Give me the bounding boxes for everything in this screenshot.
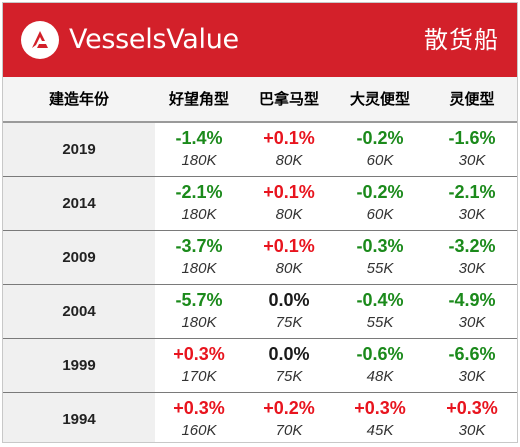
column-header-supramax: 大灵便型	[349, 90, 410, 108]
value-cell: -3.7% 180K	[155, 231, 243, 284]
column-header-handysize: 灵便型	[449, 90, 495, 108]
value-change: -2.1%	[175, 182, 223, 202]
value-change: +0.3%	[173, 344, 225, 364]
value-change: -1.6%	[448, 128, 496, 148]
vessel-size: 30K	[458, 422, 486, 439]
value-change: +0.1%	[263, 182, 315, 202]
vessel-size: 80K	[275, 206, 303, 223]
valuation-panel: VesselsValue 散货船 建造年份 好望角型 巴拿马型 大灵便型 灵便型…	[2, 2, 518, 443]
value-cell: -0.6% 48K	[335, 339, 425, 392]
vessel-size: 30K	[458, 314, 486, 331]
brand-name: VesselsValue	[69, 24, 239, 55]
vessel-size: 80K	[275, 260, 303, 277]
vessel-size: 75K	[275, 368, 303, 385]
build-year-cell: 2014	[3, 177, 155, 230]
vessel-size: 170K	[181, 368, 217, 385]
vessel-size: 180K	[181, 314, 217, 331]
table-row: 2004 -5.7% 180K 0.0% 75K -0.4% 55K -4.9%…	[3, 285, 517, 339]
valuation-table: 建造年份 好望角型 巴拿马型 大灵便型 灵便型 2019 -1.4% 180K …	[3, 77, 517, 442]
value-change: +0.1%	[263, 236, 315, 256]
value-cell: -3.2% 30K	[425, 231, 517, 284]
vessel-size: 30K	[458, 368, 486, 385]
value-change: -5.7%	[175, 290, 223, 310]
value-change: -3.7%	[175, 236, 223, 256]
build-year-cell: 1999	[3, 339, 155, 392]
vessel-size: 55K	[366, 260, 394, 277]
value-change: 0.0%	[268, 290, 310, 310]
value-cell: -0.2% 60K	[335, 177, 425, 230]
value-cell: -6.6% 30K	[425, 339, 517, 392]
value-cell: +0.3% 170K	[155, 339, 243, 392]
value-change: -1.4%	[175, 128, 223, 148]
vessel-size: 60K	[366, 152, 394, 169]
value-cell: +0.1% 80K	[243, 177, 335, 230]
vessel-size: 80K	[275, 152, 303, 169]
value-cell: 0.0% 75K	[243, 339, 335, 392]
build-year-cell: 2009	[3, 231, 155, 284]
value-cell: +0.1% 80K	[243, 123, 335, 176]
value-cell: +0.3% 160K	[155, 393, 243, 442]
value-change: +0.1%	[263, 128, 315, 148]
table-header-row: 建造年份 好望角型 巴拿马型 大灵便型 灵便型	[3, 77, 517, 123]
value-cell: +0.1% 80K	[243, 231, 335, 284]
column-header-build-year: 建造年份	[48, 90, 109, 108]
vessel-size: 60K	[366, 206, 394, 223]
value-change: -6.6%	[448, 344, 496, 364]
category-title: 散货船	[424, 26, 499, 54]
value-change: -0.6%	[356, 344, 404, 364]
column-header-panamax: 巴拿马型	[258, 90, 319, 108]
vesselsvalue-logo-icon	[21, 21, 59, 59]
vessel-size: 180K	[181, 260, 217, 277]
value-change: -2.1%	[448, 182, 496, 202]
value-cell: -4.9% 30K	[425, 285, 517, 338]
value-cell: +0.3% 30K	[425, 393, 517, 442]
header-bar: VesselsValue 散货船	[3, 3, 517, 77]
value-cell: -5.7% 180K	[155, 285, 243, 338]
table-row: 2009 -3.7% 180K +0.1% 80K -0.3% 55K -3.2…	[3, 231, 517, 285]
vessel-size: 180K	[181, 206, 217, 223]
value-change: +0.3%	[354, 398, 406, 418]
vessel-size: 160K	[181, 422, 217, 439]
vessel-size: 30K	[458, 206, 486, 223]
value-change: 0.0%	[268, 344, 310, 364]
vessel-size: 45K	[366, 422, 394, 439]
value-cell: +0.2% 70K	[243, 393, 335, 442]
build-year-cell: 2004	[3, 285, 155, 338]
vessel-size: 70K	[275, 422, 303, 439]
value-change: -0.2%	[356, 182, 404, 202]
vessel-size: 180K	[181, 152, 217, 169]
value-change: +0.3%	[446, 398, 498, 418]
build-year-cell: 1994	[3, 393, 155, 442]
value-change: -0.4%	[356, 290, 404, 310]
vessel-size: 48K	[366, 368, 394, 385]
table-row: 1999 +0.3% 170K 0.0% 75K -0.6% 48K -6.6%…	[3, 339, 517, 393]
vessel-size: 30K	[458, 260, 486, 277]
vessel-size: 55K	[366, 314, 394, 331]
value-cell: -0.2% 60K	[335, 123, 425, 176]
value-change: +0.3%	[173, 398, 225, 418]
value-change: -4.9%	[448, 290, 496, 310]
value-cell: +0.3% 45K	[335, 393, 425, 442]
value-cell: -0.3% 55K	[335, 231, 425, 284]
table-row: 1994 +0.3% 160K +0.2% 70K +0.3% 45K +0.3…	[3, 393, 517, 442]
value-change: +0.2%	[263, 398, 315, 418]
table-row: 2019 -1.4% 180K +0.1% 80K -0.2% 60K -1.6…	[3, 123, 517, 177]
value-change: -0.2%	[356, 128, 404, 148]
value-cell: -2.1% 180K	[155, 177, 243, 230]
value-cell: -2.1% 30K	[425, 177, 517, 230]
build-year-cell: 2019	[3, 123, 155, 176]
column-header-capesize: 好望角型	[168, 90, 229, 108]
vessel-size: 30K	[458, 152, 486, 169]
value-change: -3.2%	[448, 236, 496, 256]
value-cell: -1.6% 30K	[425, 123, 517, 176]
table-row: 2014 -2.1% 180K +0.1% 80K -0.2% 60K -2.1…	[3, 177, 517, 231]
value-cell: -0.4% 55K	[335, 285, 425, 338]
vessel-size: 75K	[275, 314, 303, 331]
value-cell: 0.0% 75K	[243, 285, 335, 338]
value-cell: -1.4% 180K	[155, 123, 243, 176]
value-change: -0.3%	[356, 236, 404, 256]
